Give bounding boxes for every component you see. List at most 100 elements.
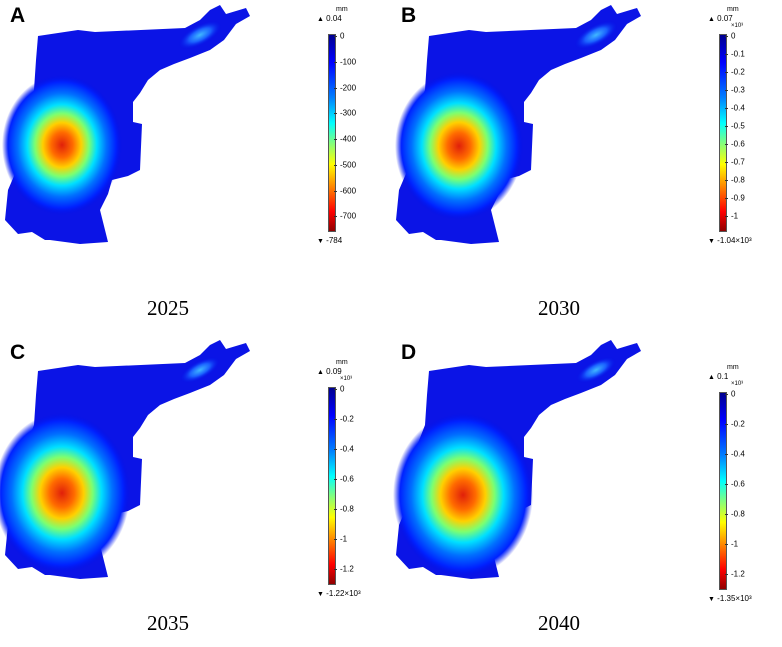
colorbar-tick-mark xyxy=(334,509,337,511)
colorbar-tick-label: 0 xyxy=(731,31,736,41)
colorbar-multiplier: ×10³ xyxy=(731,23,744,29)
colorbar-tick-mark xyxy=(334,449,337,451)
colorbar-tick-mark xyxy=(725,484,728,486)
colorbar-gradient xyxy=(328,34,336,232)
colorbar-tick-mark xyxy=(725,126,728,128)
colorbar-tick-label: -0.8 xyxy=(731,175,745,185)
colorbar-tick-mark xyxy=(334,113,337,115)
colorbar-tick-label: -0.7 xyxy=(731,157,745,167)
unit-label: mm xyxy=(727,364,739,371)
colorbar-tick-label: -1 xyxy=(731,539,739,549)
colorbar: mm ▲ 0.1 ×10³ 0 -0.2 -0.4 -0.6 -0.8 -1 -1.2 ▼ … xyxy=(707,358,782,618)
colorbar-tick-label: -300 xyxy=(340,108,357,118)
colorbar-tick-mark xyxy=(334,479,337,481)
colorbar-max: ▲ 0.1 xyxy=(708,372,729,381)
colorbar-min: ▼ -1.35×10³ xyxy=(708,594,752,603)
colorbar-multiplier: ×10³ xyxy=(731,381,744,387)
unit-label: mm xyxy=(336,6,348,13)
colorbar-gradient xyxy=(328,387,336,585)
panel-letter: B xyxy=(401,4,417,27)
colorbar-tick-label: -500 xyxy=(340,160,357,170)
colorbar-tick-label: -400 xyxy=(340,134,357,144)
panel-letter: D xyxy=(401,341,417,364)
colorbar-tick-mark xyxy=(725,54,728,56)
panel-c: C 2035 mm ▲ 0.09 ×10³ 0 -0.2 -0.4 -0.6 -0.8 -… xyxy=(0,323,391,646)
colorbar: mm ▲ 0.09 ×10³ 0 -0.2 -0.4 -0.6 -0.8 -1 -1.2 ▼… xyxy=(316,353,391,613)
max-triangle-icon: ▲ xyxy=(708,16,715,23)
colorbar-tick-mark xyxy=(725,180,728,182)
colorbar-tick-mark xyxy=(725,162,728,164)
colorbar-min: ▼ -1.22×10³ xyxy=(317,589,361,598)
colorbar-gradient xyxy=(719,392,727,590)
colorbar-tick-label: -0.2 xyxy=(731,419,745,429)
colorbar-tick-label: -0.4 xyxy=(731,449,745,459)
colorbar-multiplier: ×10³ xyxy=(340,376,353,382)
colorbar-gradient xyxy=(719,34,727,232)
colorbar-min: ▼ -784 xyxy=(317,236,343,245)
colorbar-tick-label: -0.6 xyxy=(731,139,745,149)
year-label: 2030 xyxy=(538,296,580,320)
colorbar-max: ▲ 0.07 xyxy=(708,14,733,23)
colorbar-max: ▲ 0.04 xyxy=(317,14,342,23)
colorbar-tick-label: -1 xyxy=(340,534,348,544)
colorbar-tick-mark xyxy=(334,419,337,421)
colorbar-tick-label: -0.4 xyxy=(731,103,745,113)
colorbar-tick-label: -1 xyxy=(731,211,739,221)
colorbar-tick-mark xyxy=(725,514,728,516)
min-triangle-icon: ▼ xyxy=(317,591,324,598)
colorbar-tick-mark xyxy=(725,544,728,546)
colorbar-tick-mark xyxy=(725,394,728,395)
panel-letter: A xyxy=(10,4,26,27)
colorbar-tick-label: -0.1 xyxy=(731,49,745,59)
colorbar-tick-mark xyxy=(334,190,337,192)
colorbar-tick-label: -0.2 xyxy=(340,414,354,424)
unit-label: mm xyxy=(336,359,348,366)
subsidence-map xyxy=(395,5,641,244)
year-label: 2025 xyxy=(147,296,189,320)
min-triangle-icon: ▼ xyxy=(708,238,715,245)
colorbar-tick-mark xyxy=(334,139,337,141)
colorbar-tick-label: -0.8 xyxy=(731,509,745,519)
colorbar-tick-label: -100 xyxy=(340,57,357,67)
colorbar-tick-mark xyxy=(334,539,337,541)
colorbar-tick-label: -0.2 xyxy=(731,67,745,77)
panel-d: D 2040 mm ▲ 0.1 ×10³ 0 -0.2 -0.4 -0.6 -0.8 -1… xyxy=(391,323,782,646)
panel-letter: C xyxy=(10,341,26,364)
colorbar-tick-mark xyxy=(334,36,337,37)
colorbar-tick-mark xyxy=(725,144,728,146)
colorbar-tick-label: 0 xyxy=(340,384,345,394)
colorbar-tick-label: -1.2 xyxy=(731,569,745,579)
colorbar-tick-label: 0 xyxy=(731,389,736,399)
max-triangle-icon: ▲ xyxy=(317,16,324,23)
min-triangle-icon: ▼ xyxy=(708,596,715,603)
colorbar: mm ▲ 0.04 0 -100 -200 -300 -400 -500 -600 -700 … xyxy=(316,0,391,260)
year-label: 2040 xyxy=(538,611,580,635)
colorbar-tick-label: -0.5 xyxy=(731,121,745,131)
subsidence-map xyxy=(2,5,250,244)
colorbar-tick-mark xyxy=(725,216,728,218)
colorbar-tick-mark xyxy=(334,61,337,63)
colorbar-tick-mark xyxy=(334,216,337,218)
colorbar-tick-mark xyxy=(334,569,337,571)
colorbar-tick-label: -600 xyxy=(340,186,357,196)
colorbar-tick-mark xyxy=(725,72,728,74)
colorbar-max: ▲ 0.09 xyxy=(317,367,342,376)
colorbar-tick-label: -0.6 xyxy=(340,474,354,484)
colorbar-tick-label: 0 xyxy=(340,31,345,41)
colorbar-tick-mark xyxy=(725,198,728,200)
colorbar-tick-label: -200 xyxy=(340,83,357,93)
colorbar-tick-mark xyxy=(725,108,728,110)
colorbar-tick-mark xyxy=(334,164,337,166)
colorbar-tick-label: -0.6 xyxy=(731,479,745,489)
colorbar-tick-label: -0.9 xyxy=(731,193,745,203)
subsidence-map xyxy=(393,340,641,579)
colorbar-tick-label: -0.3 xyxy=(731,85,745,95)
subsidence-map xyxy=(0,340,250,579)
colorbar-tick-mark xyxy=(725,424,728,426)
unit-label: mm xyxy=(727,6,739,13)
colorbar-tick-label: -700 xyxy=(340,211,357,221)
colorbar-tick-mark xyxy=(334,87,337,89)
colorbar-tick-mark xyxy=(725,36,728,37)
colorbar-tick-mark xyxy=(334,389,337,390)
colorbar-tick-mark xyxy=(725,90,728,92)
